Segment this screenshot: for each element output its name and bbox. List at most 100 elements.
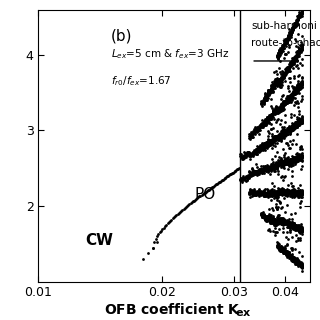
Point (272, 218, 277, 223)
Point (282, 74, 287, 79)
Point (252, 148, 257, 153)
Point (289, 223, 294, 228)
Point (298, 80, 303, 85)
Point (281, 104, 286, 109)
Point (270, 137, 275, 142)
Point (255, 170, 260, 175)
Point (295, 189, 300, 194)
Point (292, 124, 297, 129)
Point (272, 167, 277, 172)
Point (291, 122, 296, 127)
Point (300, 264, 305, 269)
Point (298, 191, 303, 196)
Point (294, 258, 299, 263)
Point (268, 191, 273, 196)
Point (258, 121, 263, 126)
Point (268, 83, 273, 88)
Point (260, 210, 266, 215)
Point (293, 191, 298, 196)
Point (282, 250, 287, 255)
Point (282, 40, 287, 45)
Point (288, 92, 293, 98)
Point (267, 190, 272, 195)
Point (254, 146, 259, 151)
Point (299, 264, 304, 269)
Point (285, 65, 290, 70)
Point (296, 226, 301, 231)
Point (283, 69, 288, 75)
Point (285, 132, 290, 137)
Point (268, 166, 274, 171)
Point (298, 47, 303, 52)
Point (282, 41, 287, 46)
Point (296, 123, 301, 128)
Point (279, 69, 284, 74)
Point (294, 53, 299, 58)
Point (269, 87, 274, 92)
Point (279, 221, 284, 227)
Point (272, 168, 277, 173)
Point (256, 166, 261, 171)
Point (280, 160, 285, 165)
Point (274, 105, 279, 110)
Point (260, 213, 266, 218)
Point (251, 189, 256, 194)
Point (283, 162, 288, 167)
Point (295, 17, 300, 22)
Point (291, 20, 296, 26)
Point (175, 211, 180, 216)
Point (268, 228, 273, 233)
Point (253, 190, 258, 195)
Point (296, 190, 301, 195)
Point (287, 93, 292, 99)
Point (268, 165, 273, 170)
Point (264, 94, 269, 99)
Point (286, 30, 291, 35)
Point (289, 123, 294, 128)
Point (297, 14, 302, 19)
Point (285, 38, 290, 43)
Point (256, 188, 261, 194)
Point (286, 161, 291, 166)
Point (274, 219, 279, 224)
Point (275, 189, 280, 194)
Point (280, 102, 285, 107)
Point (259, 99, 264, 104)
Point (281, 128, 286, 133)
Point (252, 130, 258, 135)
Point (284, 252, 289, 257)
Point (289, 189, 294, 194)
Point (298, 156, 303, 161)
Point (282, 67, 287, 72)
Point (268, 215, 273, 220)
Point (291, 223, 296, 228)
Point (281, 71, 286, 76)
Point (261, 118, 267, 124)
Point (283, 51, 288, 56)
Point (276, 217, 281, 222)
Point (277, 70, 283, 75)
Point (260, 189, 265, 194)
Point (294, 223, 299, 228)
Point (298, 226, 303, 231)
Point (300, 82, 305, 87)
Point (297, 226, 302, 231)
Point (261, 95, 266, 100)
Point (264, 167, 269, 172)
Point (300, 79, 305, 84)
Point (254, 148, 259, 153)
Point (282, 98, 287, 103)
Point (296, 52, 301, 57)
Point (292, 224, 297, 229)
Point (283, 150, 288, 156)
Point (266, 216, 271, 221)
Point (292, 154, 297, 159)
Point (258, 122, 263, 127)
Point (268, 218, 274, 223)
Point (279, 77, 284, 82)
Point (277, 77, 283, 82)
Point (274, 223, 279, 228)
Point (273, 162, 278, 167)
Point (280, 229, 285, 235)
Point (268, 189, 274, 194)
